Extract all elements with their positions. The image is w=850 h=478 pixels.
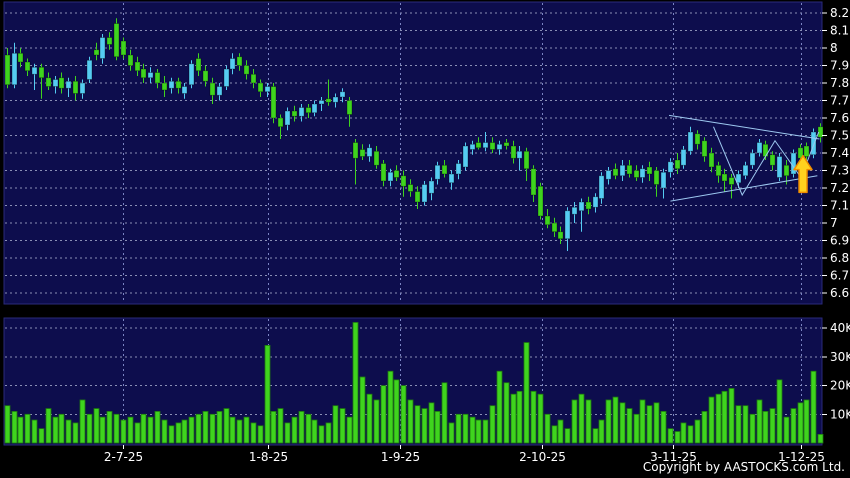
- svg-text:2-7-25: 2-7-25: [104, 450, 143, 464]
- svg-text:8.1: 8.1: [830, 24, 849, 38]
- volume-axis-labels: 40K 30K 20K 10K: [822, 321, 850, 421]
- svg-text:7.8: 7.8: [830, 76, 849, 90]
- svg-text:1-8-25: 1-8-25: [249, 450, 288, 464]
- svg-text:2-10-25: 2-10-25: [519, 450, 566, 464]
- svg-text:7.4: 7.4: [830, 146, 849, 160]
- date-axis-labels: 2-7-25 1-8-25 1-9-25 2-10-25 3-11-25 1-12-25: [104, 445, 825, 464]
- svg-text:7.6: 7.6: [830, 111, 849, 125]
- svg-text:1-12-25: 1-12-25: [778, 450, 825, 464]
- svg-text:6.7: 6.7: [830, 269, 849, 283]
- svg-text:1-9-25: 1-9-25: [381, 450, 420, 464]
- svg-text:7.7: 7.7: [830, 94, 849, 108]
- svg-text:6.9: 6.9: [830, 234, 849, 248]
- svg-text:8.2: 8.2: [830, 6, 849, 20]
- svg-text:6.8: 6.8: [830, 251, 849, 265]
- svg-text:20K: 20K: [830, 379, 850, 393]
- svg-text:7.1: 7.1: [830, 199, 849, 213]
- svg-text:6.6: 6.6: [830, 286, 849, 300]
- svg-text:40K: 40K: [830, 321, 850, 335]
- up-arrow-signal-icon: [793, 154, 813, 194]
- svg-text:7.2: 7.2: [830, 181, 849, 195]
- svg-text:7.9: 7.9: [830, 59, 849, 73]
- svg-text:7.3: 7.3: [830, 164, 849, 178]
- price-axis-labels: 8.2 8.1 8 7.9 7.8 7.7 7.6 7.5 7.4 7.3 7.2 7.1 7 6.9 6.…: [822, 6, 849, 300]
- volume-series: [4, 322, 824, 444]
- svg-text:7: 7: [830, 216, 838, 230]
- svg-text:10K: 10K: [830, 407, 850, 421]
- svg-text:3-11-25: 3-11-25: [650, 450, 697, 464]
- copyright-text: Copyright by AASTOCKS.com Ltd.: [643, 460, 845, 474]
- candlestick-series: [4, 18, 824, 251]
- svg-text:30K: 30K: [830, 350, 850, 364]
- svg-text:8: 8: [830, 41, 838, 55]
- svg-text:7.5: 7.5: [830, 129, 849, 143]
